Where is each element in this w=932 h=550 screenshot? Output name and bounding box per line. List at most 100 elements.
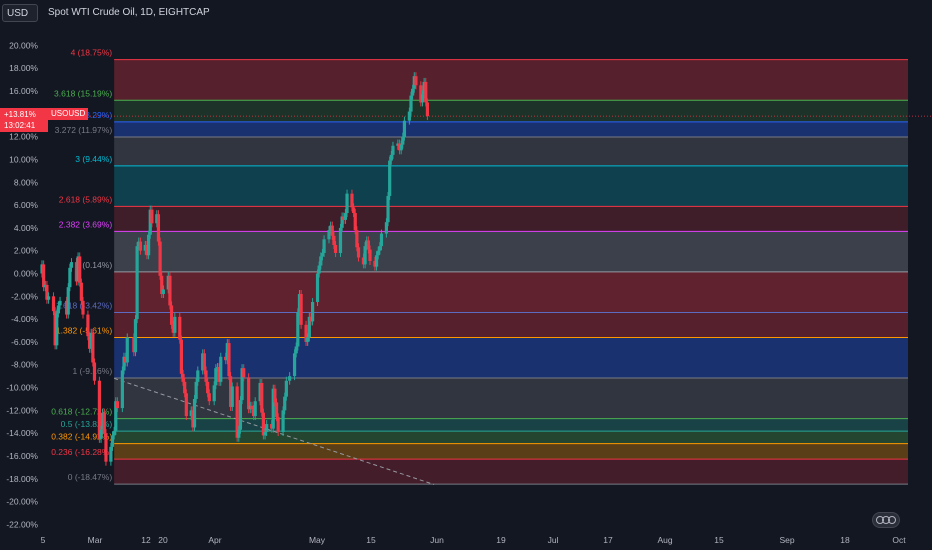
candle-body	[248, 405, 252, 410]
candle-body	[294, 346, 298, 354]
candle-body	[171, 324, 175, 333]
candle-body	[409, 95, 413, 112]
candle-body	[288, 376, 292, 381]
y-tick-label: 6.00%	[14, 200, 39, 210]
candle-body	[58, 300, 62, 306]
y-tick-label: -10.00%	[6, 383, 38, 393]
candle-body	[271, 388, 275, 429]
countdown-timer: 13:02:41	[4, 121, 36, 130]
y-tick-label: -20.00%	[6, 497, 38, 507]
candle-body	[76, 256, 80, 282]
candle-body	[86, 314, 90, 337]
candle-body	[361, 257, 366, 265]
candle-body	[242, 368, 246, 378]
candle-body	[91, 332, 95, 363]
candle-body	[297, 294, 302, 313]
candle-body	[102, 412, 106, 434]
candle-body	[145, 244, 149, 256]
candle-body	[309, 316, 313, 322]
candle-body	[396, 143, 400, 146]
candle-body	[212, 385, 216, 402]
candle-body	[352, 207, 356, 214]
candle-body	[87, 336, 92, 349]
y-tick-label: -18.00%	[6, 474, 38, 484]
candle-body	[350, 193, 354, 208]
fib-zone	[114, 59, 908, 101]
candle-body	[104, 433, 108, 462]
candle-body	[217, 367, 221, 382]
fib-zone	[114, 459, 908, 485]
x-tick-label: Jun	[430, 535, 444, 545]
fib-level-label: 0.5 (-13.82%)	[61, 419, 113, 429]
x-tick-label: Mar	[88, 535, 103, 545]
x-tick-label: Aug	[657, 535, 672, 545]
candle-body	[307, 316, 311, 338]
fib-level-label: 0.236 (-16.28%)	[51, 447, 112, 457]
y-tick-label: -14.00%	[6, 428, 38, 438]
candle-body	[204, 370, 208, 382]
last-price-box: +13.81% 13:02:41	[0, 108, 48, 132]
candle-body	[320, 252, 325, 257]
candle-body	[68, 267, 72, 288]
candle-body	[56, 305, 60, 314]
fib-level-label: 0.618 (-12.72%)	[51, 407, 112, 417]
candle-body	[384, 222, 388, 234]
candle-body	[397, 143, 402, 151]
candle-body	[253, 401, 257, 417]
candle-body	[378, 246, 382, 251]
candle-body	[40, 264, 44, 274]
candle-body	[196, 370, 200, 382]
candle-body	[155, 214, 159, 224]
fib-zone	[114, 206, 908, 232]
candle-body	[224, 356, 228, 361]
candle-body	[365, 240, 369, 247]
x-tick-label: 17	[603, 535, 613, 545]
candle-body	[178, 316, 182, 340]
fib-level-label: 2 (0.14%)	[75, 260, 112, 270]
candle-body	[101, 412, 105, 430]
candle-body	[273, 388, 277, 403]
tradingview-logo-icon[interactable]	[872, 512, 900, 528]
currency-selector[interactable]: USD	[2, 4, 38, 22]
fib-level-label: 2.618 (5.89%)	[59, 194, 113, 204]
fib-zone	[114, 231, 908, 272]
candle-body	[81, 300, 85, 315]
candle-body	[43, 284, 47, 288]
candle-body	[51, 296, 56, 312]
fib-zone	[114, 136, 908, 166]
candle-body	[276, 417, 280, 433]
candle-body	[379, 233, 384, 247]
candle-body	[340, 216, 344, 228]
candle-body	[327, 230, 331, 240]
candle-body	[260, 382, 264, 413]
candle-body	[332, 235, 336, 245]
candle-body	[363, 246, 367, 265]
fib-zone	[114, 271, 908, 313]
y-tick-label: 18.00%	[9, 63, 38, 73]
candle-body	[194, 381, 198, 399]
candle-body	[207, 393, 211, 402]
fib-zone	[114, 100, 908, 122]
candle-body	[192, 398, 197, 428]
candle-body	[355, 230, 359, 248]
symbol-tag: USOUSD	[48, 108, 89, 120]
candle-body	[143, 244, 147, 251]
y-tick-label: 8.00%	[14, 177, 39, 187]
candle-body	[250, 405, 254, 410]
x-tick-label: 19	[496, 535, 506, 545]
x-tick-label: Apr	[208, 535, 221, 545]
candle-body	[99, 429, 103, 439]
fib-zone	[114, 312, 908, 338]
y-tick-label: 4.00%	[14, 223, 39, 233]
candle-body	[281, 410, 285, 433]
candle-body	[135, 246, 139, 320]
candle-body	[329, 225, 333, 231]
candle-body	[296, 312, 300, 347]
candle-body	[235, 386, 239, 438]
candle-body	[247, 377, 251, 410]
candle-body	[299, 294, 303, 325]
candle-body	[411, 88, 415, 96]
candle-body	[402, 120, 407, 137]
candle-body	[78, 256, 82, 283]
